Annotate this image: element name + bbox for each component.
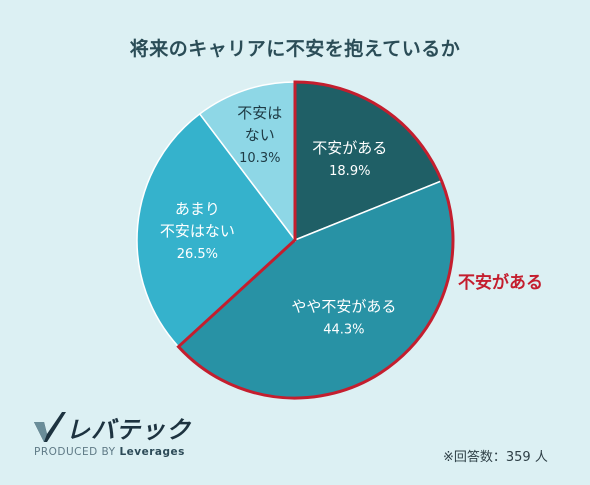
response-count: ※回答数：359 人 — [443, 450, 548, 465]
highlight-label: 不安がある — [458, 273, 543, 293]
slice-category-label: 不安がある — [312, 139, 387, 157]
slice-category-label: 不安は — [237, 104, 282, 122]
highlight-outline — [176, 80, 455, 400]
slice-value-label: 26.5% — [177, 247, 218, 262]
slice-category-label: あまり — [175, 200, 220, 218]
logo-wordmark: レバテック — [66, 416, 191, 444]
slice-value-label: 44.3% — [323, 323, 364, 338]
chart-title: 将来のキャリアに不安を抱えているか — [129, 38, 461, 60]
slice-category-label: 不安はない — [160, 222, 235, 240]
pie-slice-4 — [198, 81, 296, 243]
logo-produced-prefix: PRODUCED BY — [34, 446, 116, 458]
slice-value-label: 18.9% — [329, 164, 370, 179]
slice-category-label: ない — [245, 126, 275, 144]
slice-value-label: 10.3% — [239, 151, 280, 166]
slice-category-label: やや不安がある — [291, 298, 396, 316]
check-logo-icon — [34, 412, 66, 442]
logo-produced-by: PRODUCED BY Leverages — [34, 446, 185, 458]
levtech-logo: レバテック PRODUCED BY Leverages — [32, 410, 202, 460]
logo-brand: Leverages — [119, 446, 185, 458]
pie-slice-3 — [136, 112, 297, 348]
